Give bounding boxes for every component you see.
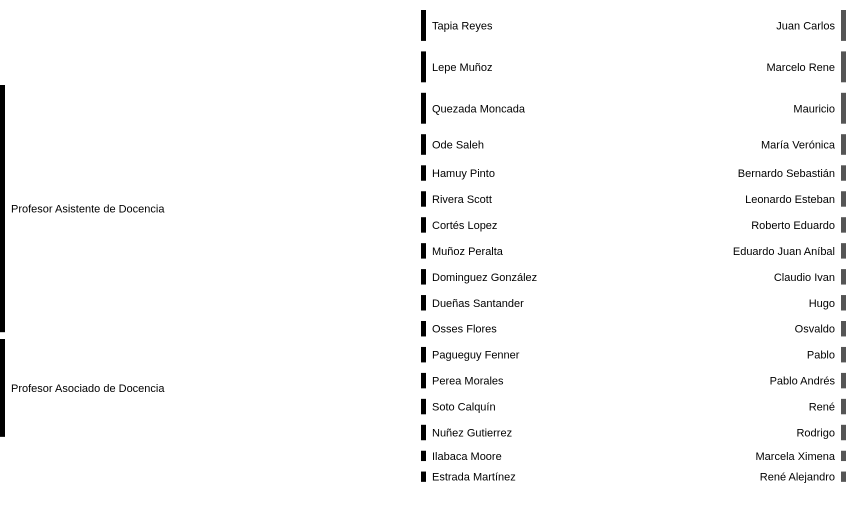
- label-rivera-scott: Rivera Scott: [432, 194, 492, 206]
- label-estrada-martinez: Estrada Martínez: [432, 472, 516, 484]
- node-osses-flores: [421, 321, 426, 337]
- label-eduardo-juan-anibal: Eduardo Juan Aníbal: [733, 246, 835, 258]
- level1-links: [5, 10, 421, 482]
- link-pa-pf: [5, 229, 421, 362]
- label-perea-morales: Perea Morales: [432, 376, 504, 388]
- node-roberto-eduardo: [841, 217, 846, 233]
- label-mauricio: Mauricio: [793, 103, 835, 115]
- node-nunez-gutierrez: [421, 424, 426, 441]
- node-profesor-asociado-de-docencia: [0, 339, 5, 437]
- label-roberto-eduardo: Roberto Eduardo: [751, 220, 835, 232]
- node-dominguez-gonzalez: [421, 269, 426, 285]
- label-bernardo-sebastian: Bernardo Sebastián: [738, 168, 835, 180]
- label-munoz-peralta: Muñoz Peralta: [432, 246, 504, 258]
- node-maria-veronica: [841, 134, 846, 155]
- node-quezada-moncada: [421, 92, 426, 124]
- label-dominguez-gonzalez: Dominguez González: [432, 272, 537, 284]
- label-leonardo-esteban: Leonardo Esteban: [745, 194, 835, 206]
- node-rodrigo: [841, 424, 846, 441]
- node-cortes-lopez: [421, 217, 426, 233]
- link-pa-os: [5, 116, 421, 155]
- label-pablo: Pablo: [807, 350, 835, 362]
- link-ds-ro: [426, 295, 841, 440]
- label-maria-veronica: María Verónica: [761, 140, 836, 152]
- node-ilabaca-moore: [421, 450, 426, 462]
- link-pa-cl: [5, 167, 421, 232]
- node-soto-calquin: [421, 398, 426, 415]
- link-pa-ng: [5, 276, 421, 441]
- label-ilabaca-moore: Ilabaca Moore: [432, 451, 502, 463]
- node-claudio-ivan: [841, 269, 846, 285]
- nodes: [0, 10, 846, 482]
- label-tapia-reyes: Tapia Reyes: [432, 20, 493, 32]
- label-osses-flores: Osses Flores: [432, 324, 497, 336]
- node-eduardo-juan-anibal: [841, 243, 846, 259]
- node-estrada-martinez: [421, 471, 426, 482]
- label-rene-alejandro: René Alejandro: [760, 472, 835, 484]
- node-rene: [841, 398, 846, 415]
- node-marcelo-rene: [841, 51, 846, 83]
- node-labels: Profesor Asistente de Docencia Profesor A…: [11, 20, 836, 483]
- label-rodrigo: Rodrigo: [796, 428, 835, 440]
- link-pd-em: [5, 416, 421, 482]
- label-profesor-asociado-de-docencia: Profesor Asociado de Docencia: [11, 383, 165, 395]
- label-juan-carlos: Juan Carlos: [776, 20, 835, 32]
- node-tapia-reyes: [421, 10, 426, 41]
- node-perea-morales: [421, 372, 426, 389]
- node-mauricio: [841, 92, 846, 124]
- link-pa-dg: [5, 183, 421, 285]
- link-pa-rs: [5, 152, 421, 207]
- node-marcela-ximena: [841, 450, 846, 462]
- node-pablo: [841, 346, 846, 363]
- node-rene-alejandro: [841, 471, 846, 482]
- label-duenas-santander: Dueñas Santander: [432, 298, 524, 310]
- link-pf-re: [426, 217, 841, 362]
- label-rene: René: [809, 402, 835, 414]
- link-pa-pm: [5, 245, 421, 389]
- label-pagueguy-fenner: Pagueguy Fenner: [432, 350, 520, 362]
- node-profesor-asistente-de-docencia: [0, 85, 5, 333]
- link-pa-of: [5, 214, 421, 337]
- label-claudio-ivan: Claudio Ivan: [774, 272, 835, 284]
- link-pa-hp: [5, 137, 421, 181]
- node-ode-saleh: [421, 134, 426, 155]
- label-osvaldo: Osvaldo: [795, 324, 835, 336]
- node-osvaldo: [841, 321, 846, 337]
- node-lepe-munoz: [421, 51, 426, 83]
- node-rivera-scott: [421, 191, 426, 207]
- node-munoz-peralta: [421, 243, 426, 259]
- label-lepe-munoz: Lepe Muñoz: [432, 62, 493, 74]
- node-pablo-andres: [841, 372, 846, 389]
- label-pablo-andres: Pablo Andrés: [770, 376, 836, 388]
- node-pagueguy-fenner: [421, 346, 426, 363]
- label-hamuy-pinto: Hamuy Pinto: [432, 168, 495, 180]
- link-pd-qm: [5, 93, 421, 401]
- label-profesor-asistente-de-docencia: Profesor Asistente de Docencia: [11, 204, 165, 216]
- label-marcela-ximena: Marcela Ximena: [756, 451, 836, 463]
- label-soto-calquin: Soto Calquín: [432, 402, 496, 414]
- link-pa-tr: [5, 10, 421, 116]
- label-nunez-gutierrez: Nuñez Gutierrez: [432, 428, 512, 440]
- node-hamuy-pinto: [421, 165, 426, 181]
- label-marcelo-rene: Marcelo Rene: [767, 62, 835, 74]
- node-bernardo-sebastian: [841, 165, 846, 181]
- label-cortes-lopez: Cortés Lopez: [432, 220, 497, 232]
- node-hugo: [841, 295, 846, 311]
- node-juan-carlos: [841, 10, 846, 41]
- label-ode-saleh: Ode Saleh: [432, 140, 484, 152]
- link-pa-im: [5, 291, 421, 461]
- label-hugo: Hugo: [809, 298, 835, 310]
- node-duenas-santander: [421, 295, 426, 311]
- label-quezada-moncada: Quezada Moncada: [432, 103, 526, 115]
- node-leonardo-esteban: [841, 191, 846, 207]
